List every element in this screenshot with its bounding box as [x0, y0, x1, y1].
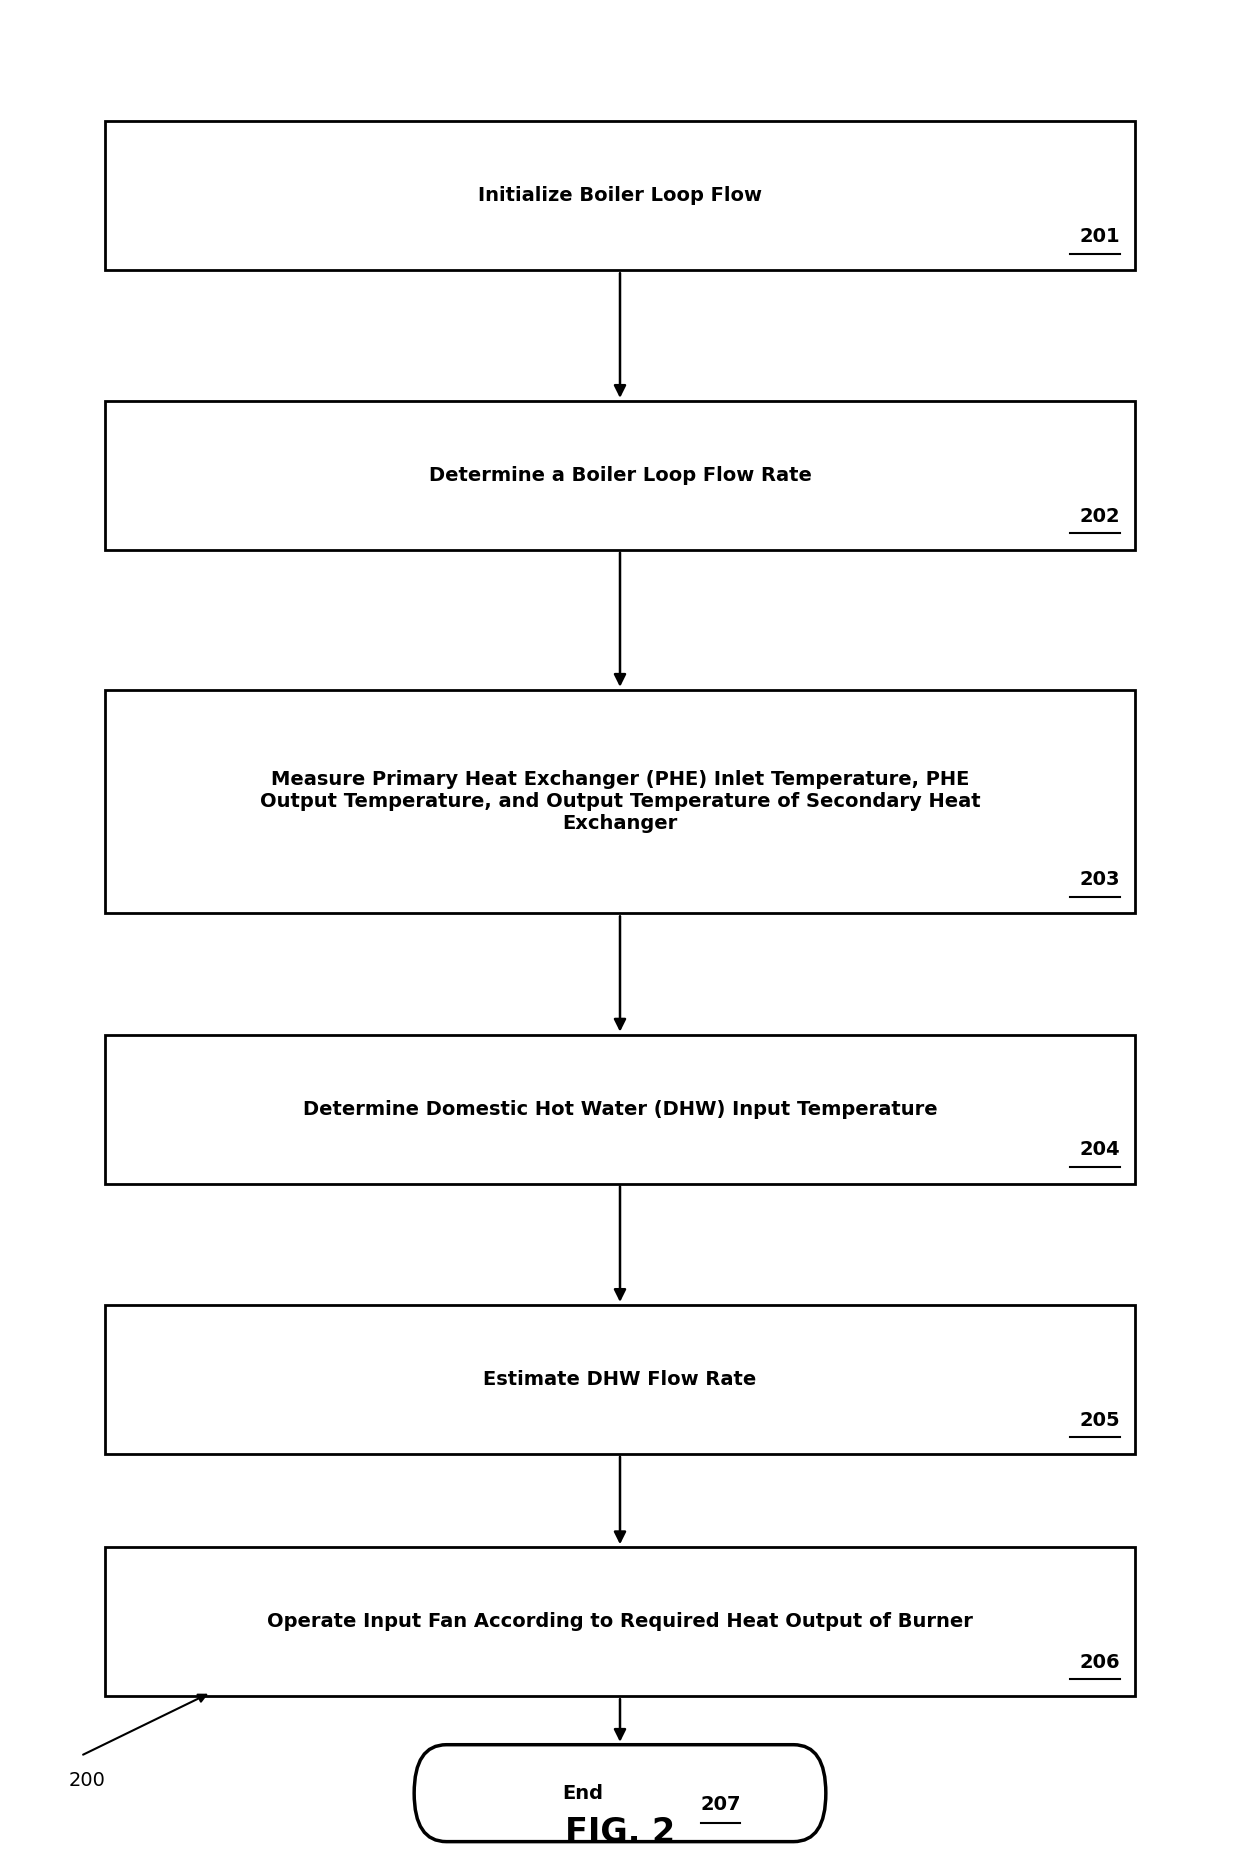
Text: Estimate DHW Flow Rate: Estimate DHW Flow Rate [484, 1370, 756, 1389]
Text: 201: 201 [1079, 227, 1120, 246]
FancyBboxPatch shape [105, 1305, 1135, 1454]
Text: 203: 203 [1079, 870, 1120, 889]
Text: 207: 207 [701, 1795, 742, 1814]
Text: Measure Primary Heat Exchanger (PHE) Inlet Temperature, PHE
Output Temperature, : Measure Primary Heat Exchanger (PHE) Inl… [259, 770, 981, 833]
FancyBboxPatch shape [105, 121, 1135, 270]
Text: 200: 200 [68, 1771, 105, 1789]
Text: 206: 206 [1079, 1653, 1120, 1672]
Text: 202: 202 [1079, 507, 1120, 526]
Text: 204: 204 [1079, 1141, 1120, 1159]
Text: Initialize Boiler Loop Flow: Initialize Boiler Loop Flow [477, 186, 763, 205]
FancyBboxPatch shape [414, 1745, 826, 1842]
FancyBboxPatch shape [105, 1035, 1135, 1184]
Text: FIG. 2: FIG. 2 [565, 1816, 675, 1849]
Text: End: End [562, 1784, 604, 1802]
Text: Operate Input Fan According to Required Heat Output of Burner: Operate Input Fan According to Required … [267, 1612, 973, 1631]
Text: 205: 205 [1079, 1411, 1120, 1430]
Text: Determine Domestic Hot Water (DHW) Input Temperature: Determine Domestic Hot Water (DHW) Input… [303, 1100, 937, 1118]
FancyBboxPatch shape [105, 1547, 1135, 1696]
FancyBboxPatch shape [105, 690, 1135, 913]
FancyBboxPatch shape [105, 401, 1135, 550]
Text: Determine a Boiler Loop Flow Rate: Determine a Boiler Loop Flow Rate [429, 466, 811, 485]
